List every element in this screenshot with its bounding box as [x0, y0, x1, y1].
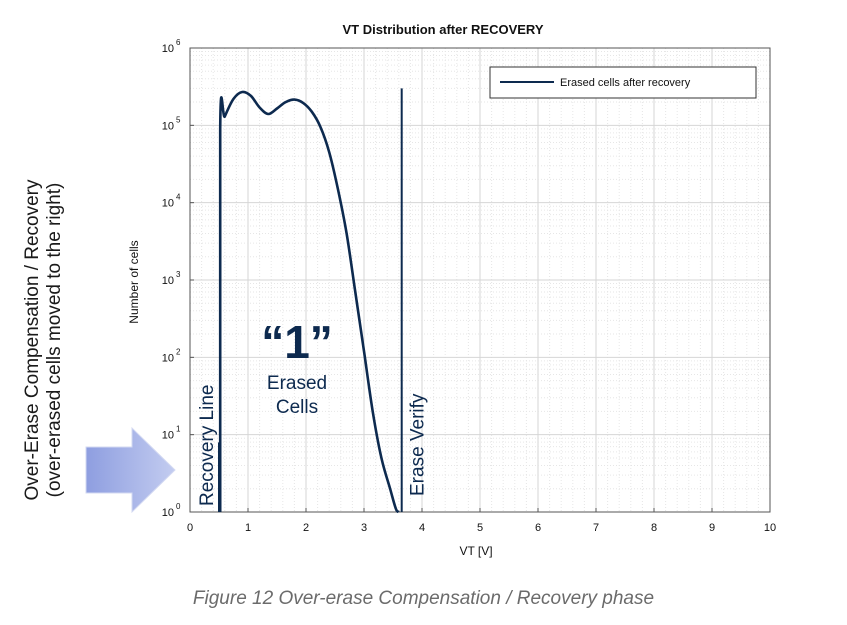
x-tick-label: 8: [651, 522, 657, 534]
x-tick-label: 2: [303, 522, 309, 534]
cells-label: Cells: [276, 397, 318, 418]
x-tick-label: 10: [764, 522, 776, 534]
x-tick-label: 3: [361, 522, 367, 534]
x-axis-label: VT [V]: [459, 544, 492, 558]
y-tick-label: 10: [162, 120, 174, 132]
recovery-line-label: Recovery Line: [197, 385, 218, 506]
y-tick-exponent: 1: [176, 425, 181, 434]
x-tick-label: 6: [535, 522, 541, 534]
x-tick-label: 5: [477, 522, 483, 534]
y-tick-exponent: 6: [176, 38, 181, 47]
y-axis-label: Number of cells: [127, 240, 141, 323]
y-tick-label: 10: [162, 275, 174, 287]
x-tick-label: 7: [593, 522, 599, 534]
y-tick-label: 10: [162, 198, 174, 210]
chart: VT Distribution after RECOVERY 0 1 2 3 4 5 6 7 8…: [85, 22, 776, 558]
y-tick-exponent: 4: [176, 193, 181, 202]
y-tick-exponent: 0: [176, 502, 181, 511]
right-arrow-icon: [85, 426, 176, 514]
x-tick-label: 0: [187, 522, 193, 534]
chart-title: VT Distribution after RECOVERY: [342, 22, 543, 37]
x-tick-label: 9: [709, 522, 715, 534]
y-tick-label: 10: [162, 352, 174, 364]
y-tick-exponent: 3: [176, 270, 181, 279]
erased-label: Erased: [267, 373, 327, 394]
figure-caption: Figure 12 Over-erase Compensation / Reco…: [192, 588, 655, 609]
y-tick-exponent: 5: [176, 115, 181, 124]
y-tick-exponent: 2: [176, 347, 181, 356]
y-tick-label: 10: [162, 507, 174, 519]
big-one-label: “1”: [261, 316, 333, 368]
x-ticks: 0 1 2 3 4 5 6 7 8 9 10: [187, 508, 776, 534]
erase-verify-label: Erase Verify: [408, 393, 429, 496]
y-tick-label: 10: [162, 43, 174, 55]
legend: Erased cells after recovery: [489, 66, 757, 99]
grid: [189, 48, 771, 513]
legend-entry: Erased cells after recovery: [560, 77, 691, 89]
series-line-erased-cells: [218, 90, 400, 514]
x-tick-label: 4: [419, 522, 425, 534]
x-tick-label: 1: [245, 522, 251, 534]
y-tick-label: 10: [162, 430, 174, 442]
